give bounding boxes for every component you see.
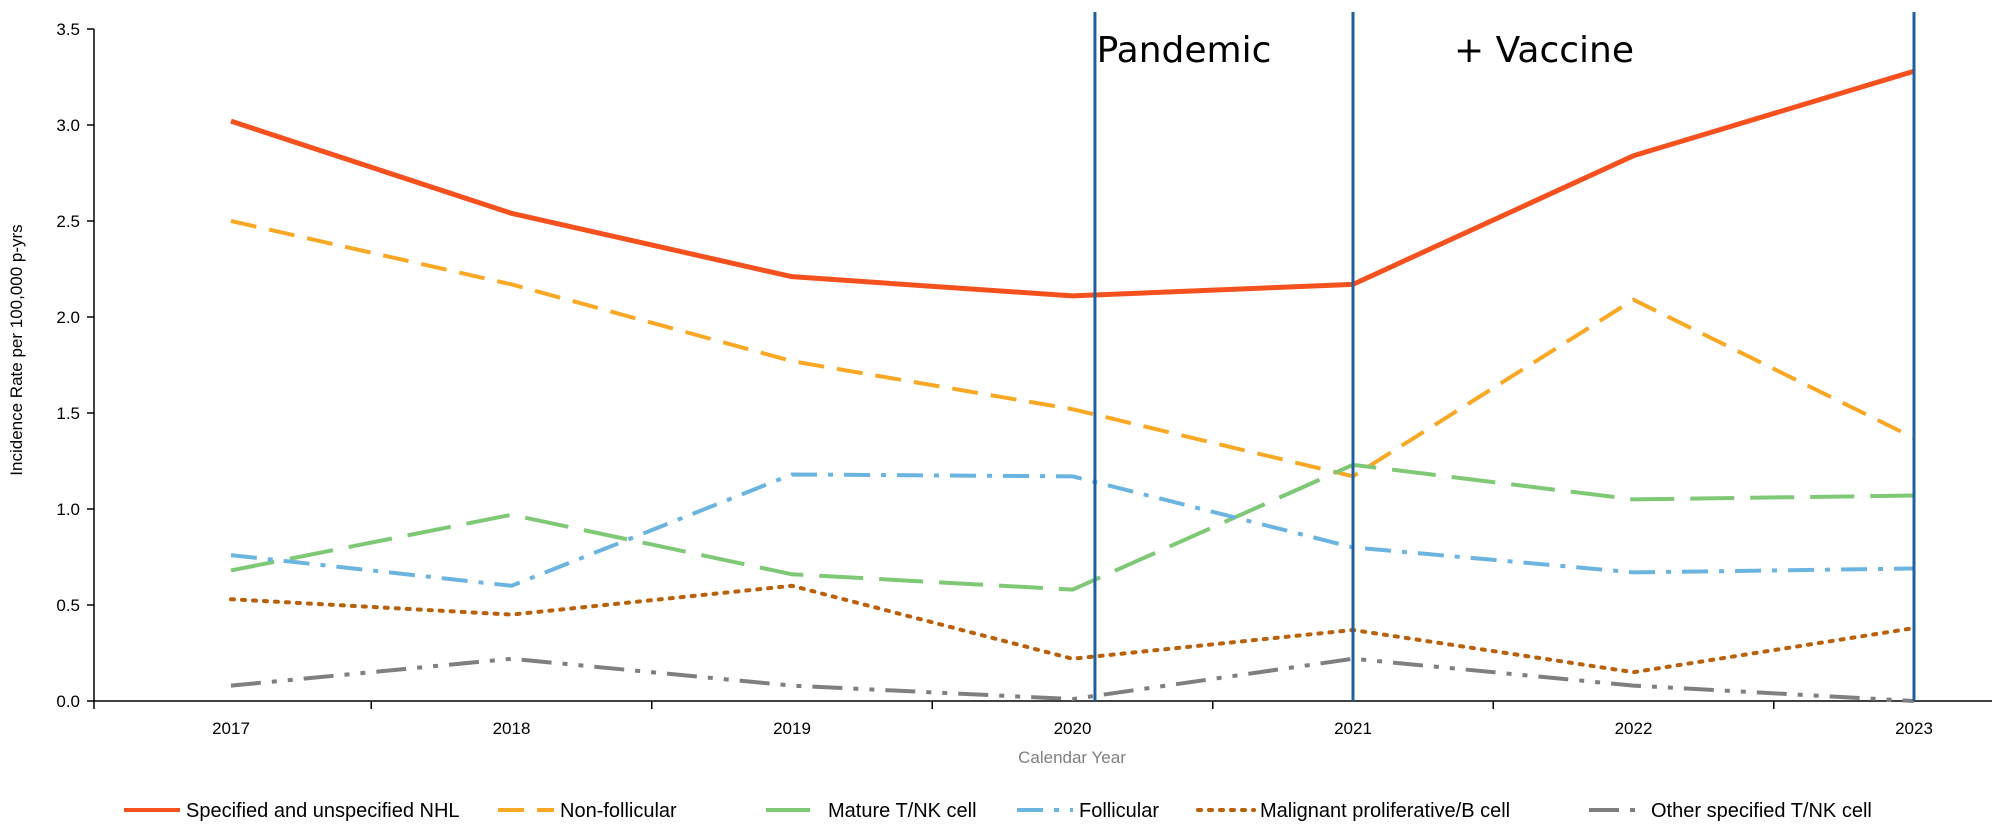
legend: Specified and unspecified NHL Non-follicu… xyxy=(124,800,1872,822)
data-point xyxy=(1072,658,1073,659)
legend-label: Specified and unspecified NHL xyxy=(186,800,460,822)
data-point xyxy=(792,685,793,686)
data-point xyxy=(1072,409,1073,410)
data-point xyxy=(792,361,793,362)
annotation-pandemic: Pandemic xyxy=(1097,30,1272,71)
data-point xyxy=(1633,672,1634,673)
plot-area: 0.0 0.5 1.0 1.5 2.0 2.5 3.0 3.5 2017 2018 2019 2020… xyxy=(56,12,1992,738)
data-point xyxy=(792,276,793,277)
legend-label: Other specified T/NK cell xyxy=(1651,800,1872,822)
data-point xyxy=(511,658,512,659)
data-point xyxy=(1072,589,1073,590)
data-point xyxy=(792,474,793,475)
data-point xyxy=(231,685,232,686)
series-line xyxy=(230,472,1915,588)
series-line xyxy=(229,583,1916,675)
x-tick-label: 2018 xyxy=(493,719,531,738)
y-axis-title: Incidence Rate per 100,000 p-yrs xyxy=(7,224,26,475)
data-point xyxy=(1633,299,1634,300)
x-tick-label: 2017 xyxy=(212,719,250,738)
data-point xyxy=(1633,155,1634,156)
data-point xyxy=(231,570,232,571)
x-tick-label: 2023 xyxy=(1895,719,1933,738)
x-tick-label: 2020 xyxy=(1054,719,1092,738)
data-point xyxy=(511,585,512,586)
x-tick-label: 2022 xyxy=(1615,719,1653,738)
series-line xyxy=(230,219,1915,479)
x-tick-label: 2021 xyxy=(1334,719,1372,738)
data-point xyxy=(1072,476,1073,477)
data-point xyxy=(792,585,793,586)
data-point xyxy=(1633,499,1634,500)
data-point xyxy=(511,514,512,515)
y-tick-label: 2.5 xyxy=(56,212,80,231)
data-point xyxy=(511,284,512,285)
data-point xyxy=(792,574,793,575)
y-tick-label: 3.5 xyxy=(56,20,80,39)
legend-label: Malignant proliferative/B cell xyxy=(1260,800,1510,822)
data-point xyxy=(1633,572,1634,573)
legend-label: Non-follicular xyxy=(560,800,677,822)
y-tick-label: 0.0 xyxy=(56,692,80,711)
legend-label: Mature T/NK cell xyxy=(828,800,977,822)
legend-label: Follicular xyxy=(1079,800,1159,822)
data-point xyxy=(1633,685,1634,686)
data-point xyxy=(231,555,232,556)
y-tick-label: 1.0 xyxy=(56,500,80,519)
data-point xyxy=(1072,295,1073,296)
series-line xyxy=(230,656,1915,703)
axes: Incidence Rate per 100,000 p-yrs Calenda… xyxy=(7,224,1126,767)
annotation-vaccine: + Vaccine xyxy=(1454,30,1634,71)
data-point xyxy=(511,213,512,214)
data-point xyxy=(511,614,512,615)
y-tick-label: 3.0 xyxy=(56,116,80,135)
series-line xyxy=(230,462,1915,592)
x-tick-label: 2019 xyxy=(773,719,811,738)
y-tick-label: 2.0 xyxy=(56,308,80,327)
data-point xyxy=(231,121,232,122)
data-point xyxy=(231,599,232,600)
y-tick-label: 0.5 xyxy=(56,596,80,615)
series-line xyxy=(230,68,1915,299)
data-point xyxy=(231,221,232,222)
x-axis-title: Calendar Year xyxy=(1018,748,1126,767)
annotations: Pandemic + Vaccine xyxy=(1097,30,1634,71)
y-tick-label: 1.5 xyxy=(56,404,80,423)
data-point xyxy=(1072,699,1073,700)
